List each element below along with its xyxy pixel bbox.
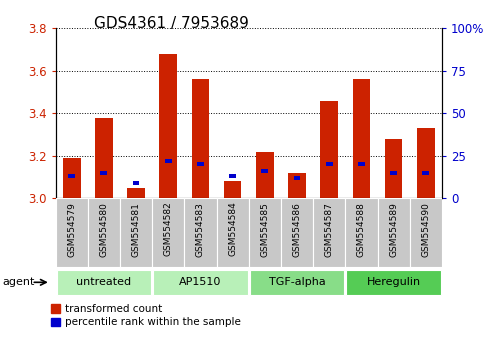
Bar (256, 152, 274, 198)
Bar (313, 198, 345, 267)
Bar (88, 198, 120, 267)
Text: agent: agent (2, 277, 35, 287)
Bar (153, 270, 248, 295)
Bar (57, 270, 151, 295)
Bar (159, 54, 177, 198)
Text: GSM554590: GSM554590 (421, 202, 430, 257)
Bar (56, 198, 88, 267)
Text: GSM554583: GSM554583 (196, 202, 205, 257)
Bar (261, 169, 268, 173)
Bar (345, 198, 378, 267)
Bar (378, 198, 410, 267)
Text: GSM554589: GSM554589 (389, 202, 398, 257)
Text: GDS4361 / 7953689: GDS4361 / 7953689 (94, 16, 249, 31)
Bar (192, 79, 209, 198)
Bar (390, 171, 397, 175)
Bar (95, 118, 113, 198)
Bar (385, 139, 402, 198)
Text: GSM554585: GSM554585 (260, 202, 270, 257)
Bar (320, 101, 338, 198)
Bar (63, 158, 81, 198)
Legend: transformed count, percentile rank within the sample: transformed count, percentile rank withi… (51, 304, 241, 327)
Bar (197, 162, 204, 166)
Bar (326, 162, 333, 166)
Bar (410, 198, 442, 267)
Text: TGF-alpha: TGF-alpha (269, 277, 326, 287)
Bar (120, 198, 152, 267)
Text: GSM554581: GSM554581 (131, 202, 141, 257)
Text: AP1510: AP1510 (179, 277, 222, 287)
Bar (353, 79, 370, 198)
Bar (100, 171, 107, 175)
Bar (358, 162, 365, 166)
Text: GSM554584: GSM554584 (228, 202, 237, 256)
Text: GSM554582: GSM554582 (164, 202, 173, 256)
Text: GSM554588: GSM554588 (357, 202, 366, 257)
Bar (127, 188, 145, 198)
Bar (133, 181, 140, 185)
Bar (423, 171, 429, 175)
Text: GSM554587: GSM554587 (325, 202, 334, 257)
Bar (152, 198, 185, 267)
Bar (216, 198, 249, 267)
Bar (249, 198, 281, 267)
Bar (250, 270, 344, 295)
Text: GSM554579: GSM554579 (67, 202, 76, 257)
Bar (288, 173, 306, 198)
Bar (68, 174, 75, 178)
Bar (229, 174, 236, 178)
Bar (224, 181, 242, 198)
Text: GSM554586: GSM554586 (293, 202, 301, 257)
Bar (281, 198, 313, 267)
Text: untreated: untreated (76, 277, 131, 287)
Bar (185, 198, 216, 267)
Bar (417, 128, 435, 198)
Bar (165, 159, 171, 163)
Bar (294, 176, 300, 180)
Text: Heregulin: Heregulin (367, 277, 421, 287)
Text: GSM554580: GSM554580 (99, 202, 108, 257)
Bar (346, 270, 441, 295)
